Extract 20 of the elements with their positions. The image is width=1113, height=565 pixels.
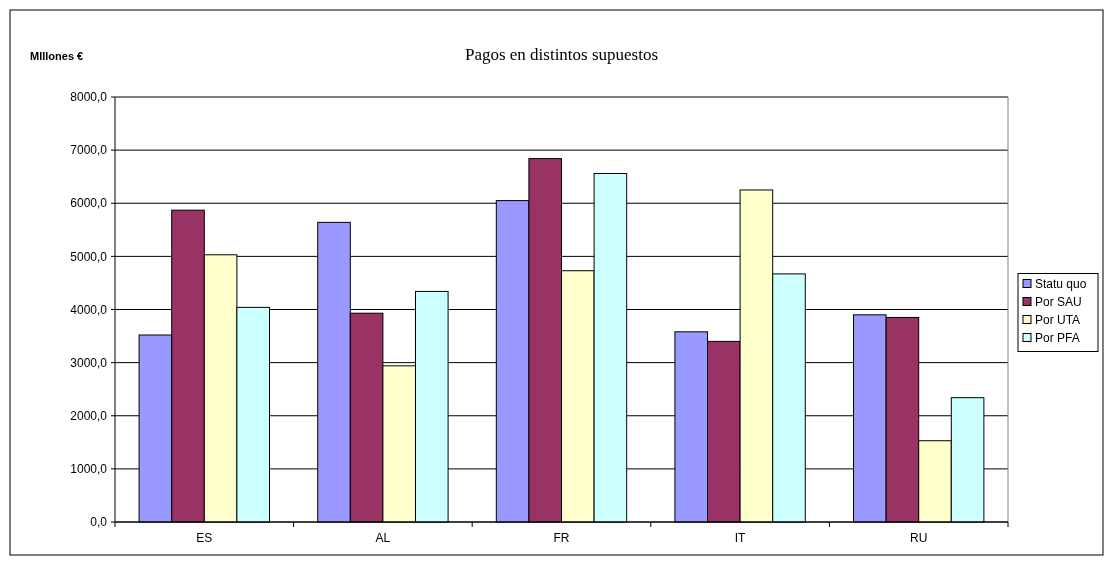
- legend-label: Por PFA: [1035, 330, 1080, 345]
- y-tick-label: 1000,0: [70, 462, 108, 477]
- chart-title: Pagos en distintos supuestos: [464, 45, 659, 64]
- y-axis-title: MIllones €: [30, 50, 84, 62]
- y-tick-label: 0,0: [90, 515, 108, 530]
- y-tick-label: 8000,0: [70, 90, 108, 105]
- x-tick-label: FR: [553, 531, 570, 545]
- x-tick-label: ES: [196, 531, 213, 545]
- y-tick-label: 2000,0: [70, 408, 108, 423]
- legend-label: Statu quo: [1035, 276, 1087, 291]
- y-tick-label: 4000,0: [70, 302, 108, 317]
- x-tick-label: RU: [910, 531, 928, 545]
- y-tick-label: 6000,0: [70, 196, 108, 211]
- x-tick-label: IT: [734, 531, 747, 545]
- y-tick-label: 3000,0: [70, 355, 108, 370]
- x-tick-label: AL: [375, 531, 391, 545]
- y-tick-label: 7000,0: [70, 143, 108, 158]
- y-tick-label: 5000,0: [70, 249, 108, 264]
- legend-label: Por UTA: [1035, 312, 1081, 327]
- legend-label: Por SAU: [1035, 294, 1082, 309]
